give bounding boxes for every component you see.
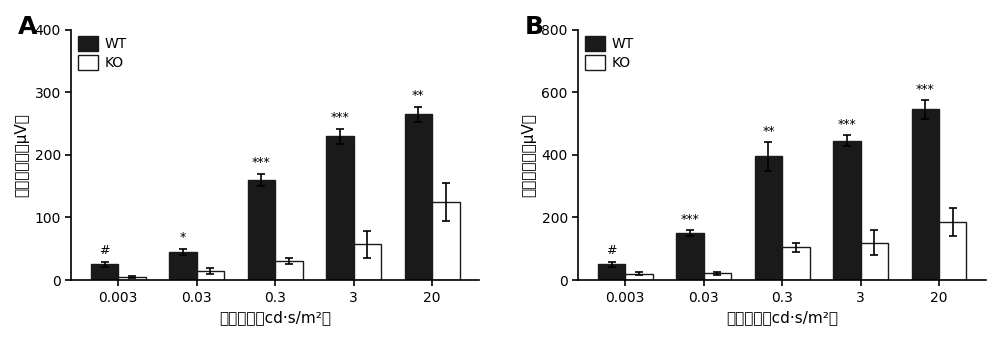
- Text: B: B: [525, 15, 544, 39]
- Bar: [598, 264, 625, 280]
- Text: **: **: [762, 125, 775, 138]
- Text: ***: ***: [837, 118, 856, 131]
- Bar: [939, 222, 966, 280]
- Bar: [861, 242, 888, 280]
- Bar: [782, 247, 810, 280]
- Bar: [354, 244, 381, 280]
- Bar: [197, 271, 224, 280]
- Bar: [912, 109, 939, 280]
- Text: ***: ***: [252, 156, 271, 169]
- Bar: [676, 233, 704, 280]
- Bar: [118, 277, 146, 280]
- Text: **: **: [412, 89, 425, 102]
- Text: ***: ***: [331, 111, 349, 124]
- Bar: [326, 136, 354, 280]
- Bar: [275, 261, 303, 280]
- Text: A: A: [18, 15, 38, 39]
- Bar: [833, 141, 861, 280]
- Bar: [432, 202, 460, 280]
- Text: *: *: [180, 231, 186, 244]
- Bar: [704, 273, 731, 280]
- Bar: [169, 252, 197, 280]
- Text: #: #: [99, 244, 110, 257]
- Text: ***: ***: [916, 82, 935, 96]
- Legend: WT, KO: WT, KO: [78, 37, 127, 70]
- Bar: [91, 264, 118, 280]
- Bar: [405, 114, 432, 280]
- Bar: [625, 274, 653, 280]
- Text: #: #: [606, 244, 617, 257]
- X-axis label: 闪光强度（cd·s/m²）: 闪光强度（cd·s/m²）: [219, 310, 331, 325]
- Y-axis label: 暗适应振幅（μV）: 暗适应振幅（μV）: [521, 113, 536, 197]
- Text: ***: ***: [681, 213, 699, 225]
- Bar: [755, 156, 782, 280]
- Bar: [248, 180, 275, 280]
- X-axis label: 闪光强度（cd·s/m²）: 闪光强度（cd·s/m²）: [726, 310, 838, 325]
- Legend: WT, KO: WT, KO: [585, 37, 634, 70]
- Y-axis label: 暗适应振幅（μV）: 暗适应振幅（μV）: [14, 113, 29, 197]
